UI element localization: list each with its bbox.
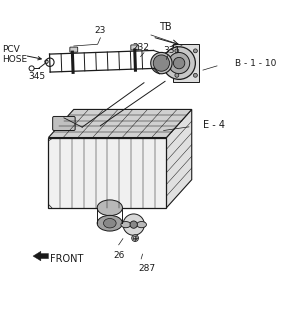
Text: 287: 287 [138, 264, 155, 273]
Text: 26: 26 [113, 251, 124, 260]
Text: PCV
HOSE: PCV HOSE [2, 45, 27, 64]
Circle shape [175, 73, 179, 77]
Polygon shape [49, 109, 192, 138]
Text: TB: TB [159, 22, 172, 32]
Polygon shape [173, 44, 199, 82]
FancyBboxPatch shape [131, 45, 139, 50]
Bar [49, 138, 166, 208]
Ellipse shape [121, 221, 131, 228]
Polygon shape [166, 109, 192, 208]
Circle shape [163, 47, 195, 79]
Ellipse shape [137, 221, 146, 228]
Circle shape [123, 214, 144, 235]
Circle shape [193, 73, 197, 77]
FancyBboxPatch shape [70, 47, 78, 52]
Text: E - 4: E - 4 [203, 120, 225, 130]
Ellipse shape [104, 219, 116, 228]
Circle shape [173, 57, 185, 69]
Circle shape [151, 52, 172, 74]
Ellipse shape [97, 215, 123, 231]
Circle shape [130, 221, 137, 228]
Text: B - 1 - 10: B - 1 - 10 [235, 59, 277, 68]
Circle shape [153, 55, 170, 71]
Text: 331: 331 [163, 46, 181, 55]
Text: 232: 232 [133, 43, 150, 52]
Text: 345: 345 [29, 71, 46, 81]
Text: 23: 23 [95, 26, 106, 35]
Circle shape [193, 49, 197, 53]
FancyBboxPatch shape [53, 116, 75, 131]
Ellipse shape [97, 200, 123, 216]
Circle shape [132, 235, 138, 242]
Circle shape [175, 49, 179, 53]
Text: FRONT: FRONT [50, 254, 83, 264]
Circle shape [168, 52, 190, 74]
Polygon shape [33, 251, 49, 261]
